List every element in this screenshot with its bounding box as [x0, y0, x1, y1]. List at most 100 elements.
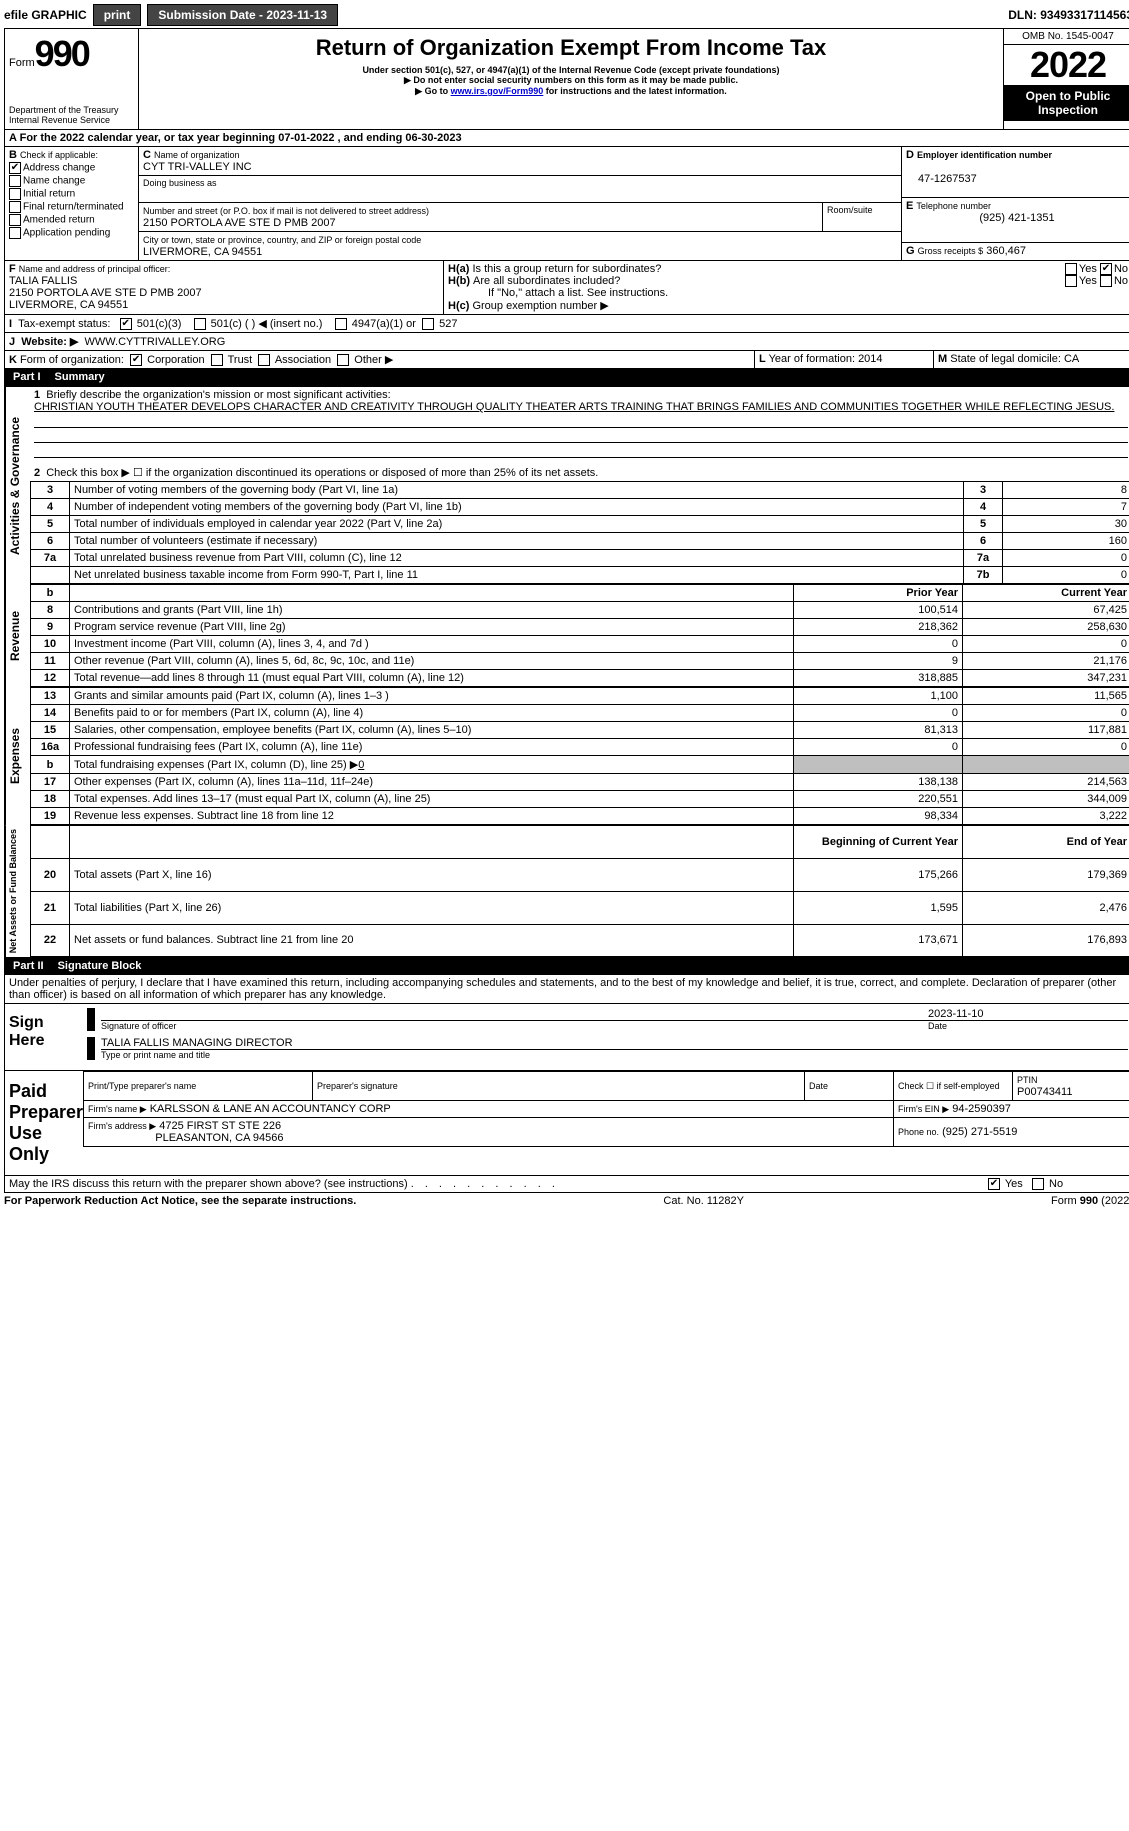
omb-number: OMB No. 1545-0047 — [1004, 29, 1129, 45]
year-form-val: 2014 — [858, 353, 882, 365]
irs-label: Internal Revenue Service — [9, 115, 134, 125]
officer-printed: TALIA FALLIS MANAGING DIRECTOR — [101, 1037, 1128, 1049]
part-ii-header: Part II Signature Block — [5, 957, 1129, 975]
efile-label: efile GRAPHIC — [4, 8, 87, 22]
paid-preparer: Paid Preparer Use Only — [5, 1071, 83, 1175]
discuss-yes[interactable] — [988, 1178, 1000, 1190]
city-val: LIVERMORE, CA 94551 — [143, 246, 262, 258]
v5: 30 — [1003, 516, 1129, 533]
hb-note: If "No," attach a list. See instructions… — [448, 287, 1128, 299]
part-ii-name: Signature Block — [58, 960, 142, 972]
b-label: Check if applicable: — [20, 150, 98, 160]
footer-right: Form 990 (2022) — [1051, 1195, 1129, 1207]
v3: 8 — [1003, 482, 1129, 499]
phone-lbl: Telephone number — [916, 201, 991, 211]
form-label: Form — [9, 57, 35, 69]
part-i-num: Part I — [13, 371, 41, 383]
chk-501c[interactable] — [194, 318, 206, 330]
sig-date: 2023-11-10 — [928, 1008, 1128, 1020]
chk-assoc[interactable] — [258, 354, 270, 366]
gross-val: 360,467 — [986, 245, 1026, 257]
gross-lbl: Gross receipts $ — [918, 246, 984, 256]
l5: Total number of individuals employed in … — [70, 516, 964, 533]
state-val: CA — [1064, 353, 1079, 365]
dba-label: Doing business as — [139, 176, 901, 203]
city-lbl: City or town, state or province, country… — [143, 235, 421, 245]
year-form-lbl: Year of formation: — [769, 353, 855, 365]
website-lbl: Website: ▶ — [21, 336, 78, 348]
tax-year: 2022 — [1004, 45, 1129, 85]
part-i-header: Part I Summary — [5, 368, 1129, 386]
print-button[interactable]: print — [93, 4, 142, 26]
dept-treasury: Department of the Treasury — [9, 105, 134, 115]
chk-trust[interactable] — [211, 354, 223, 366]
subtitle-2: ▶ Do not enter social security numbers o… — [145, 75, 997, 86]
firm-phone-lbl: Phone no. — [898, 1127, 939, 1137]
form-header: Form990 Department of the Treasury Inter… — [5, 29, 1129, 129]
hc-text: Group exemption number ▶ — [472, 300, 608, 312]
top-bar: efile GRAPHIC print Submission Date - 20… — [4, 4, 1129, 26]
sign-here: Sign Here — [5, 1004, 83, 1070]
chk-app-pending[interactable] — [9, 227, 21, 239]
room-lbl: Room/suite — [823, 203, 901, 231]
officer-addr1: 2150 PORTOLA AVE STE D PMB 2007 — [9, 287, 202, 299]
mission-text: CHRISTIAN YOUTH THEATER DEVELOPS CHARACT… — [34, 401, 1114, 413]
sig-officer-lbl: Signature of officer — [101, 1021, 928, 1031]
firm-name: KARLSSON & LANE AN ACCOUNTANCY CORP — [150, 1103, 391, 1115]
hb-yes[interactable] — [1065, 275, 1077, 287]
vtab-netassets: Net Assets or Fund Balances — [5, 825, 30, 957]
chk-initial[interactable] — [9, 188, 21, 200]
officer-addr2: LIVERMORE, CA 94551 — [9, 299, 128, 311]
form-org-lbl: Form of organization: — [20, 354, 124, 366]
entity-block: B Check if applicable: Address change Na… — [5, 146, 1129, 260]
v7a: 0 — [1003, 550, 1129, 567]
c-name-lbl: Name of organization — [154, 150, 240, 160]
street-val: 2150 PORTOLA AVE STE D PMB 2007 — [143, 217, 336, 229]
tax-exempt-lbl: Tax-exempt status: — [18, 318, 110, 330]
ha-yes[interactable] — [1065, 263, 1077, 275]
discuss-no[interactable] — [1032, 1178, 1044, 1190]
footer-left: For Paperwork Reduction Act Notice, see … — [4, 1195, 356, 1207]
firm-addr2: PLEASANTON, CA 94566 — [155, 1132, 283, 1144]
vtab-revenue: Revenue — [5, 584, 30, 687]
expenses-table: 13Grants and similar amounts paid (Part … — [30, 687, 1129, 825]
org-name: CYT TRI-VALLEY INC — [143, 161, 252, 173]
officer-name: TALIA FALLIS — [9, 275, 77, 287]
v6: 160 — [1003, 533, 1129, 550]
submission-date: Submission Date - 2023-11-13 — [147, 4, 338, 26]
chk-501c3[interactable] — [120, 318, 132, 330]
irs-link[interactable]: www.irs.gov/Form990 — [451, 86, 544, 96]
chk-address[interactable] — [9, 162, 21, 174]
firm-name-lbl: Firm's name ▶ — [88, 1104, 147, 1114]
dln-label: DLN: 93493317114563 — [1008, 8, 1129, 22]
form-title: Return of Organization Exempt From Incom… — [145, 35, 997, 61]
prior-hdr: Prior Year — [794, 585, 963, 602]
phone-val: (925) 421-1351 — [906, 212, 1128, 224]
type-name-lbl: Type or print name and title — [101, 1049, 1128, 1060]
chk-corp[interactable] — [130, 354, 142, 366]
l2-text: Check this box ▶ ☐ if the organization d… — [46, 467, 598, 479]
ptin-val: P00743411 — [1017, 1086, 1072, 1098]
self-emp: Check ☐ if self-employed — [898, 1081, 1000, 1091]
chk-4947[interactable] — [335, 318, 347, 330]
sub3-post: for instructions and the latest informat… — [543, 86, 727, 96]
ha-text: Is this a group return for subordinates? — [472, 263, 661, 275]
l7a: Total unrelated business revenue from Pa… — [70, 550, 964, 567]
fundraising-exp: 0 — [358, 759, 364, 771]
hb-no[interactable] — [1100, 275, 1112, 287]
website-val: WWW.CYTTRIVALLEY.ORG — [85, 336, 226, 348]
vtab-expenses: Expenses — [5, 687, 30, 825]
firm-addr-lbl: Firm's address ▶ — [88, 1121, 156, 1131]
chk-other[interactable] — [337, 354, 349, 366]
section-a-text: For the 2022 calendar year, or tax year … — [20, 132, 462, 144]
subtitle-1: Under section 501(c), 527, or 4947(a)(1)… — [145, 65, 997, 75]
chk-amended[interactable] — [9, 214, 21, 226]
l1-lbl: Briefly describe the organization's miss… — [46, 389, 390, 401]
date-lbl: Date — [928, 1021, 1128, 1031]
page-footer: For Paperwork Reduction Act Notice, see … — [4, 1193, 1129, 1209]
firm-phone: (925) 271-5519 — [942, 1126, 1017, 1138]
ha-no[interactable] — [1100, 263, 1112, 275]
chk-527[interactable] — [422, 318, 434, 330]
chk-name[interactable] — [9, 175, 21, 187]
chk-final[interactable] — [9, 201, 21, 213]
